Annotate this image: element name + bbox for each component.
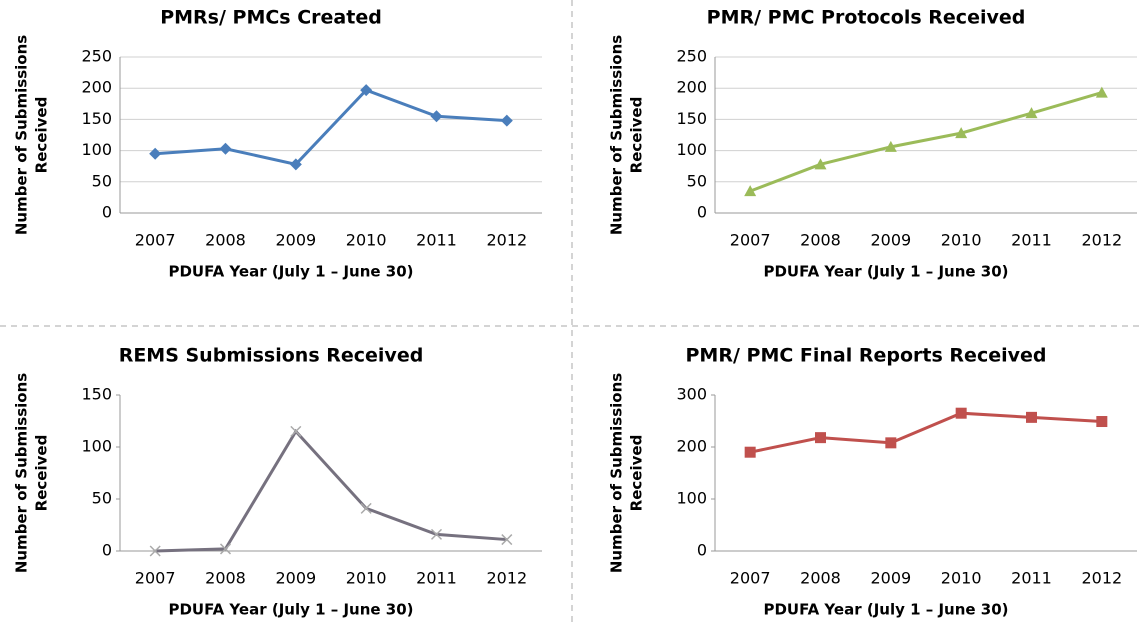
y-tick-label: 0 xyxy=(697,203,707,222)
x-tick-label: 2010 xyxy=(346,569,387,588)
y-tick-label: 200 xyxy=(676,437,707,456)
x-tick-label: 2010 xyxy=(346,231,387,250)
x-tick-label: 2009 xyxy=(275,231,316,250)
y-tick-label: 100 xyxy=(676,140,707,159)
marker xyxy=(290,425,302,437)
y-tick-label: 200 xyxy=(81,78,112,97)
marker xyxy=(955,407,967,419)
x-tick-label: 2010 xyxy=(941,231,982,250)
y-tick-label: 100 xyxy=(676,489,707,508)
marker xyxy=(501,534,513,546)
y-tick-label: 0 xyxy=(102,203,112,222)
marker xyxy=(955,127,968,139)
marker xyxy=(1095,86,1108,98)
x-tick-label: 2008 xyxy=(800,569,841,588)
marker xyxy=(815,432,826,444)
x-axis-label: PDUFA Year (July 1 – June 30) xyxy=(763,601,1008,619)
y-tick-label: 100 xyxy=(81,437,112,456)
x-tick-label: 2007 xyxy=(135,231,176,250)
marker xyxy=(430,110,443,123)
x-tick-label: 2011 xyxy=(416,231,457,250)
chart-title: REMS Submissions Received xyxy=(119,345,424,367)
x-tick-label: 2012 xyxy=(1081,231,1122,250)
x-tick-label: 2012 xyxy=(1081,569,1122,588)
x-tick-label: 2007 xyxy=(730,231,771,250)
marker xyxy=(500,114,513,127)
marker xyxy=(1096,416,1108,428)
x-tick-label: 2008 xyxy=(205,231,246,250)
marker xyxy=(360,84,373,97)
marker xyxy=(430,528,443,540)
y-axis-label: Received xyxy=(33,435,51,512)
marker xyxy=(149,545,161,557)
marker xyxy=(884,140,897,152)
line xyxy=(749,411,1102,454)
marker xyxy=(149,147,162,160)
y-axis-label: Number of Submissions xyxy=(13,373,31,573)
x-tick-label: 2008 xyxy=(800,231,841,250)
x-tick-label: 2011 xyxy=(1011,231,1052,250)
y-tick-label: 50 xyxy=(92,171,112,190)
y-tick-label: 100 xyxy=(81,140,112,159)
marker xyxy=(360,502,372,514)
y-tick-label: 300 xyxy=(676,385,707,404)
x-tick-label: 2007 xyxy=(135,569,176,588)
y-tick-label: 50 xyxy=(92,489,112,508)
x-tick-label: 2011 xyxy=(1011,569,1052,588)
y-axis-label: Received xyxy=(628,97,646,174)
x-tick-label: 2012 xyxy=(486,231,527,250)
x-tick-label: 2012 xyxy=(486,569,527,588)
marker xyxy=(885,437,897,449)
y-axis-label: Number of Submissions xyxy=(608,373,626,573)
x-tick-label: 2011 xyxy=(416,569,457,588)
x-tick-label: 2009 xyxy=(870,231,911,250)
y-tick-label: 150 xyxy=(81,385,112,404)
y-axis-label: Number of Submissions xyxy=(608,35,626,235)
marker xyxy=(814,158,827,170)
y-tick-label: 150 xyxy=(676,109,707,128)
y-tick-label: 0 xyxy=(697,541,707,560)
y-tick-label: 150 xyxy=(81,109,112,128)
y-axis-label: Received xyxy=(33,97,51,174)
y-tick-label: 250 xyxy=(81,47,112,66)
line xyxy=(155,88,507,166)
y-tick-label: 50 xyxy=(687,171,707,190)
x-tick-label: 2008 xyxy=(205,569,246,588)
marker xyxy=(289,158,302,171)
marker xyxy=(744,185,757,197)
y-tick-label: 0 xyxy=(102,541,112,560)
x-axis-label: PDUFA Year (July 1 – June 30) xyxy=(763,263,1008,281)
marker xyxy=(1025,107,1038,119)
marker xyxy=(744,446,756,458)
y-tick-label: 250 xyxy=(676,47,707,66)
line xyxy=(155,428,507,553)
marker xyxy=(219,142,232,155)
x-axis-label: PDUFA Year (July 1 – June 30) xyxy=(168,263,413,281)
x-tick-label: 2009 xyxy=(870,569,911,588)
chart-title: PMR/ PMC Final Reports Received xyxy=(686,345,1047,367)
x-tick-label: 2009 xyxy=(275,569,316,588)
chart-title: PMRs/ PMCs Created xyxy=(160,7,382,29)
line xyxy=(749,91,1103,193)
chart-title: PMR/ PMC Protocols Received xyxy=(707,7,1026,29)
x-tick-label: 2007 xyxy=(730,569,771,588)
y-axis-label: Number of Submissions xyxy=(13,35,31,235)
marker xyxy=(219,543,232,555)
y-axis-label: Received xyxy=(628,435,646,512)
x-axis-label: PDUFA Year (July 1 – June 30) xyxy=(168,601,413,619)
y-tick-label: 200 xyxy=(676,78,707,97)
x-tick-label: 2010 xyxy=(941,569,982,588)
marker xyxy=(1026,411,1037,423)
